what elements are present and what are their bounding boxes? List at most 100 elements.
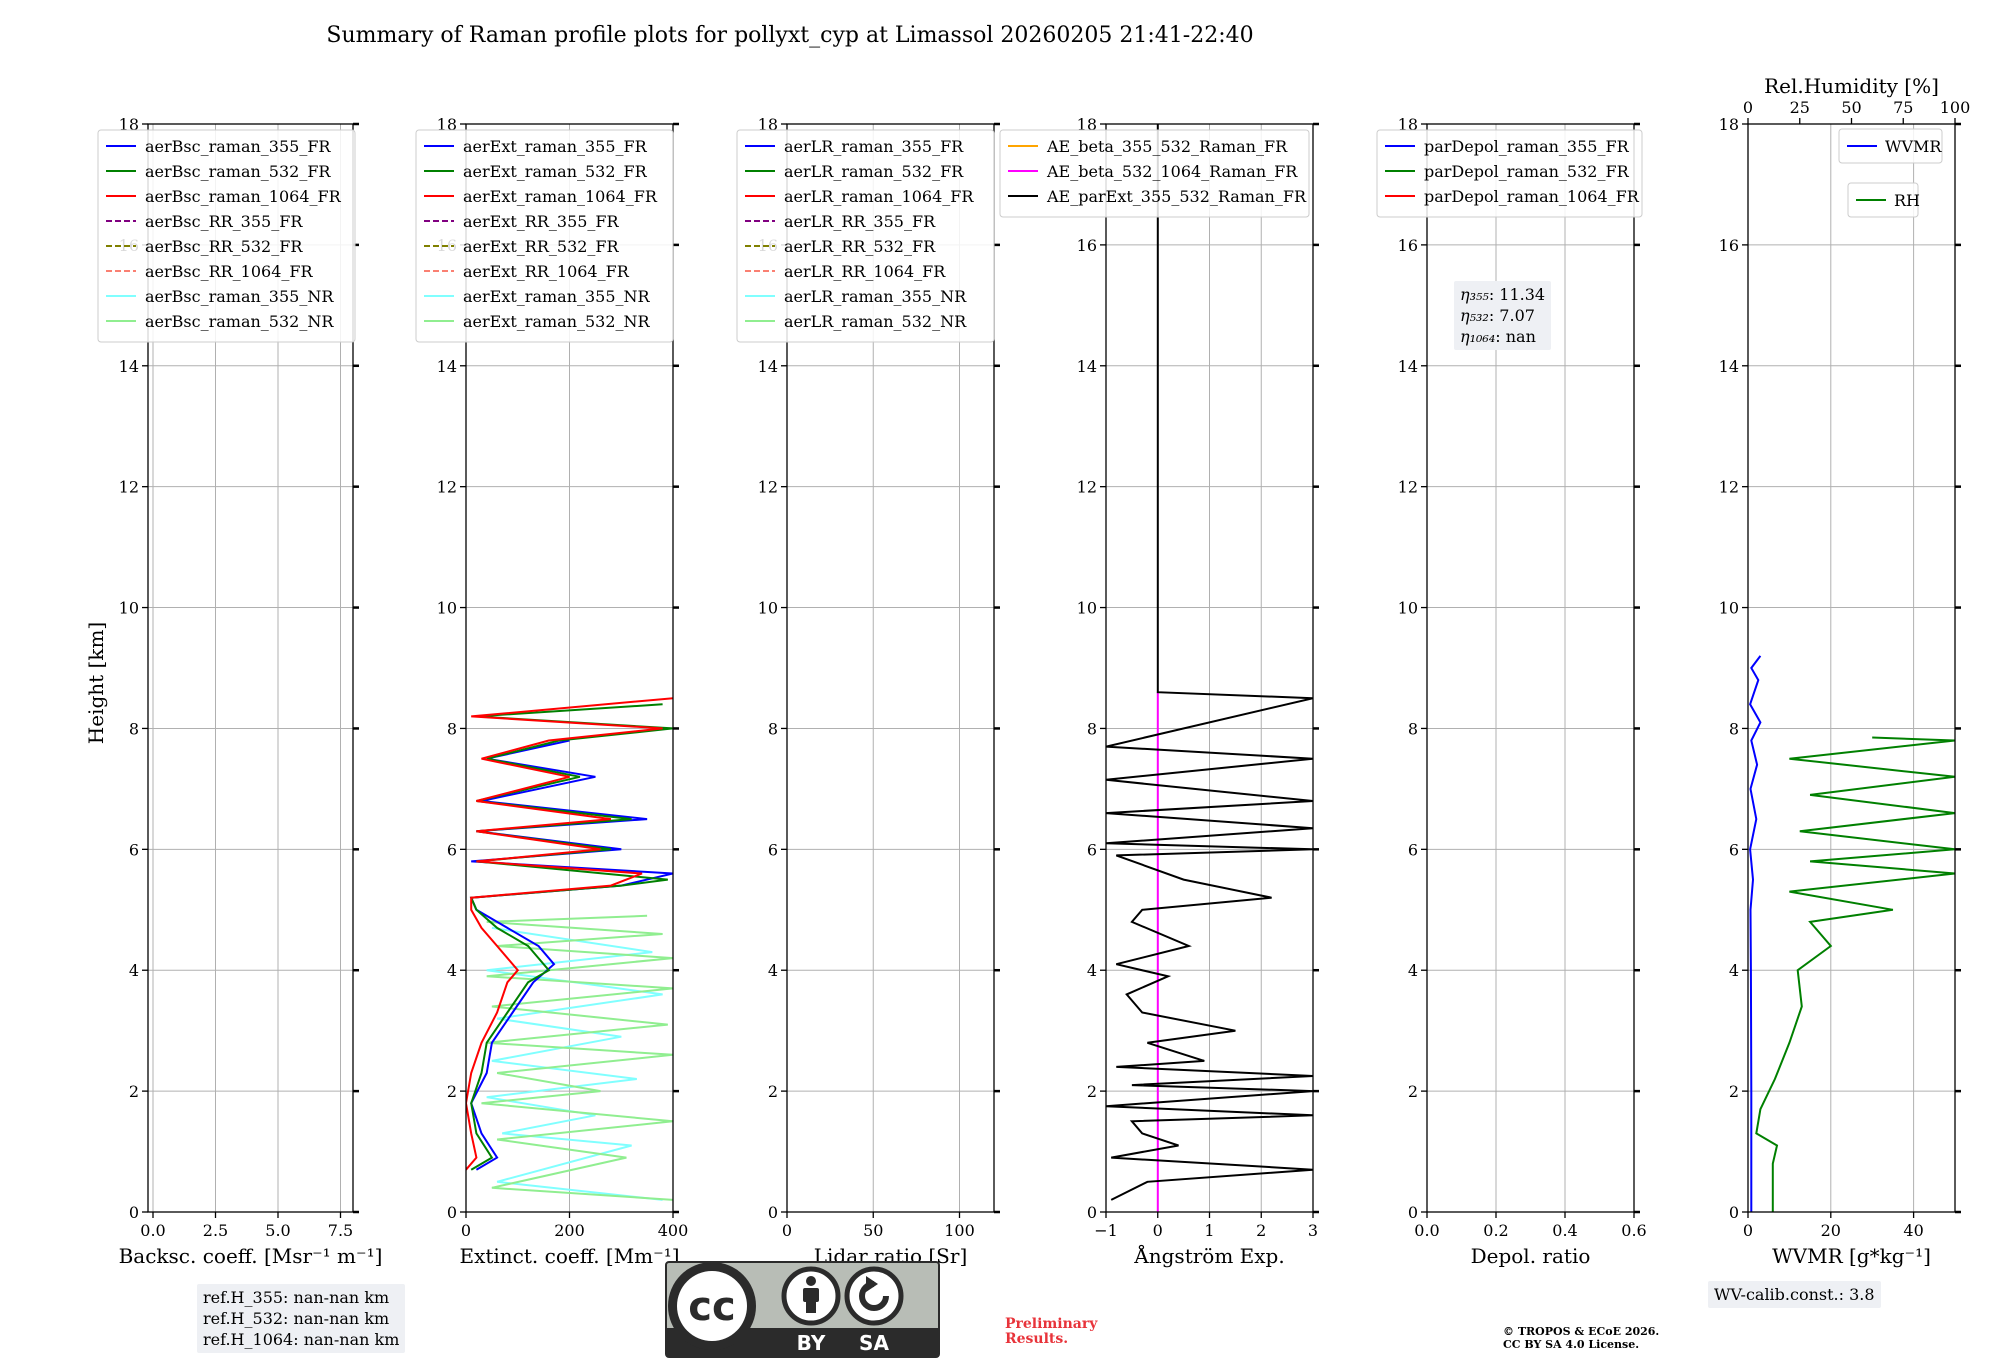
preliminary-line-1: Preliminary	[1005, 1316, 1098, 1332]
copyright-line-1: © TROPOS & ECoE 2026.	[1503, 1325, 1660, 1338]
legend-label: aerBsc_raman_1064_FR	[145, 187, 342, 206]
legend: aerLR_raman_355_FR aerLR_raman_532_FR aerL…	[736, 129, 995, 343]
legend-label: aerBsc_raman_532_FR	[145, 162, 331, 181]
eta-532-line: η₅₃₂: 7.07	[1460, 306, 1535, 325]
y-tick-label: 16	[1077, 236, 1097, 255]
y-tick-label: 4	[447, 961, 457, 980]
x-tick-label: 0.0	[1414, 1221, 1439, 1240]
y-tick-label: 0	[129, 1203, 139, 1222]
legend-label: aerLR_raman_355_FR	[784, 137, 964, 156]
y-tick-label: 18	[1077, 115, 1097, 134]
legend-label: parDepol_raman_532_FR	[1424, 162, 1630, 181]
series-AE_parExt_355_532_Raman_FR	[1106, 124, 1313, 1201]
legend-box	[1838, 128, 1943, 164]
legend-label: aerExt_raman_1064_FR	[463, 187, 658, 206]
x-tick-label: 0.6	[1621, 1221, 1646, 1240]
x-tick-label: 100	[944, 1221, 975, 1240]
y-tick-label: 10	[1398, 599, 1418, 618]
y-tick-label: 6	[1729, 840, 1739, 859]
wv-calibration-box: WV-calib.const.: 3.8	[1708, 1281, 1881, 1308]
x-tick-label: 0	[782, 1221, 792, 1240]
legend-label: aerExt_raman_532_FR	[463, 162, 648, 181]
eta-1064-line: η₁₀₆₄: nan	[1460, 327, 1536, 346]
axes-frame	[147, 123, 354, 1213]
legend-box	[415, 129, 674, 343]
x-tick-label: −1	[1094, 1221, 1118, 1240]
legend-label: aerBsc_raman_355_FR	[145, 137, 331, 156]
y-tick-label: 2	[1729, 1082, 1739, 1101]
y-tick-label: 18	[1719, 115, 1739, 134]
y-tick-label: 4	[768, 961, 778, 980]
legend-label: aerLR_raman_355_NR	[784, 287, 967, 306]
y-tick-label: 8	[129, 719, 139, 738]
legend-WVMR: WVMR	[1838, 128, 1943, 164]
ref-h-1064: ref.H_1064: nan-nan km	[203, 1330, 400, 1349]
y-tick-label: 12	[119, 478, 139, 497]
y-tick-label: 4	[1408, 961, 1418, 980]
x-axis-label: Depol. ratio	[1471, 1244, 1591, 1268]
legend-label: aerExt_raman_532_NR	[463, 312, 651, 331]
y-axis-label: Height [km]	[84, 622, 108, 744]
x-tick-label: 50	[863, 1221, 883, 1240]
legend-label: aerExt_RR_532_FR	[463, 237, 620, 256]
legend-box	[1376, 129, 1643, 218]
axes-frame	[786, 123, 995, 1213]
legend-label: AE_beta_532_1064_Raman_FR	[1046, 162, 1298, 181]
y-tick-label: 12	[758, 478, 778, 497]
y-tick-label: 18	[437, 115, 457, 134]
x-tick-label: 0	[461, 1221, 471, 1240]
legend-label: aerLR_raman_1064_FR	[784, 187, 974, 206]
legend-box	[97, 129, 356, 343]
top-x-tick-label: 50	[1841, 98, 1861, 117]
y-tick-label: 14	[1077, 357, 1097, 376]
x-axis-label: WVMR [g*kg⁻¹]	[1772, 1244, 1931, 1268]
x-tick-label: 2.5	[203, 1221, 228, 1240]
legend-label: aerExt_RR_1064_FR	[463, 262, 630, 281]
y-tick-label: 12	[437, 478, 457, 497]
x-tick-label: 1	[1204, 1221, 1214, 1240]
y-tick-label: 2	[1087, 1082, 1097, 1101]
y-tick-label: 8	[1729, 719, 1739, 738]
x-tick-label: 40	[1903, 1221, 1923, 1240]
y-tick-label: 6	[1087, 840, 1097, 859]
y-tick-label: 8	[447, 719, 457, 738]
x-tick-label: 2	[1256, 1221, 1266, 1240]
y-tick-label: 0	[1729, 1203, 1739, 1222]
y-tick-label: 8	[768, 719, 778, 738]
y-tick-label: 14	[758, 357, 778, 376]
badge-by-text: BY	[797, 1331, 826, 1355]
legend-label: aerBsc_RR_532_FR	[145, 237, 303, 256]
x-axis-label: Ångström Exp.	[1133, 1243, 1284, 1268]
y-tick-label: 18	[758, 115, 778, 134]
legend-box	[736, 129, 995, 343]
y-tick-label: 16	[1719, 236, 1739, 255]
legend-label: aerBsc_raman_355_NR	[145, 287, 334, 306]
series-RH	[1755, 736, 1955, 1212]
y-tick-label: 14	[1398, 357, 1418, 376]
share-alike-icon	[844, 1266, 904, 1326]
y-tick-label: 16	[1398, 236, 1418, 255]
x-tick-label: 400	[658, 1221, 689, 1240]
y-tick-label: 8	[1087, 719, 1097, 738]
x-tick-label: 0.2	[1483, 1221, 1508, 1240]
x-axis-label: Extinct. coeff. [Mm⁻¹]	[459, 1244, 679, 1268]
y-tick-label: 18	[1398, 115, 1418, 134]
legend-label: aerLR_RR_1064_FR	[784, 262, 946, 281]
legend-label: aerLR_RR_532_FR	[784, 237, 936, 256]
x-tick-label: 7.5	[328, 1221, 353, 1240]
y-tick-label: 0	[1087, 1203, 1097, 1222]
legend-label: aerExt_RR_355_FR	[463, 212, 620, 231]
y-tick-label: 6	[768, 840, 778, 859]
legend-label: AE_parExt_355_532_Raman_FR	[1046, 187, 1307, 206]
legend-label: aerExt_raman_355_NR	[463, 287, 651, 306]
panel-extinction: 0246810121416180200400Extinct. coeff. [M…	[415, 115, 689, 1268]
copyright-line-2: CC BY SA 4.0 License.	[1503, 1338, 1640, 1351]
y-tick-label: 12	[1077, 478, 1097, 497]
x-tick-label: 0.4	[1552, 1221, 1577, 1240]
legend: AE_beta_355_532_Raman_FR AE_beta_532_1064…	[999, 129, 1310, 218]
y-tick-label: 0	[447, 1203, 457, 1222]
axes-frame	[1426, 123, 1635, 1213]
